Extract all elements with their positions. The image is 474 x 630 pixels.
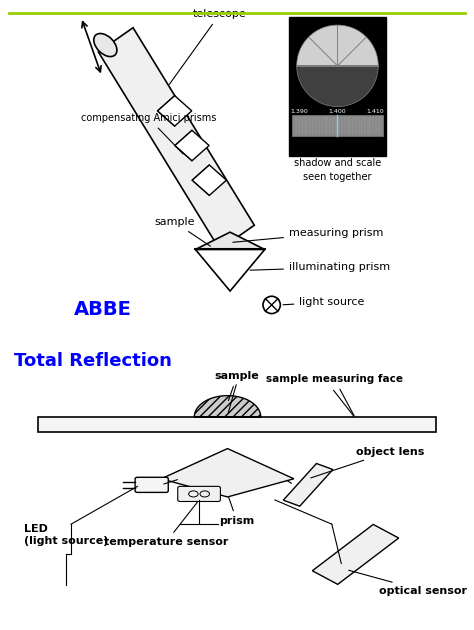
- Polygon shape: [297, 66, 378, 106]
- Polygon shape: [99, 28, 255, 249]
- Text: 1.400: 1.400: [328, 110, 346, 114]
- Text: prism: prism: [219, 496, 255, 526]
- Polygon shape: [195, 249, 264, 291]
- FancyBboxPatch shape: [178, 486, 220, 501]
- Bar: [312, 524, 399, 585]
- Text: Total Reflection: Total Reflection: [14, 352, 172, 370]
- Polygon shape: [192, 165, 227, 195]
- Text: temperature sensor: temperature sensor: [104, 502, 228, 547]
- Text: object lens: object lens: [311, 447, 424, 478]
- Text: sample: sample: [155, 217, 210, 246]
- Polygon shape: [175, 130, 209, 161]
- Text: sample: sample: [215, 371, 259, 401]
- Polygon shape: [161, 449, 294, 497]
- Bar: [38, 417, 436, 432]
- Text: optical sensor: optical sensor: [349, 570, 467, 596]
- Text: 1.390: 1.390: [291, 110, 308, 114]
- Ellipse shape: [94, 33, 117, 57]
- Text: illuminating prism: illuminating prism: [250, 262, 390, 272]
- Bar: [289, 18, 386, 156]
- Polygon shape: [194, 396, 261, 417]
- Bar: [283, 464, 333, 506]
- Polygon shape: [195, 232, 264, 267]
- Text: shadow and scale: shadow and scale: [294, 158, 381, 168]
- Text: sample measuring face: sample measuring face: [266, 374, 403, 416]
- Text: LED
(light source): LED (light source): [24, 524, 108, 546]
- Text: light source: light source: [283, 297, 365, 307]
- FancyBboxPatch shape: [135, 478, 168, 493]
- Bar: [292, 115, 383, 136]
- Polygon shape: [157, 96, 192, 126]
- Text: measuring prism: measuring prism: [233, 227, 383, 243]
- Text: telescope: telescope: [169, 9, 246, 84]
- Text: seen together: seen together: [303, 172, 372, 182]
- Polygon shape: [297, 25, 378, 66]
- Text: 1.410: 1.410: [367, 110, 384, 114]
- Text: compensating Amici prisms: compensating Amici prisms: [81, 113, 217, 154]
- Text: ABBE: ABBE: [74, 300, 132, 319]
